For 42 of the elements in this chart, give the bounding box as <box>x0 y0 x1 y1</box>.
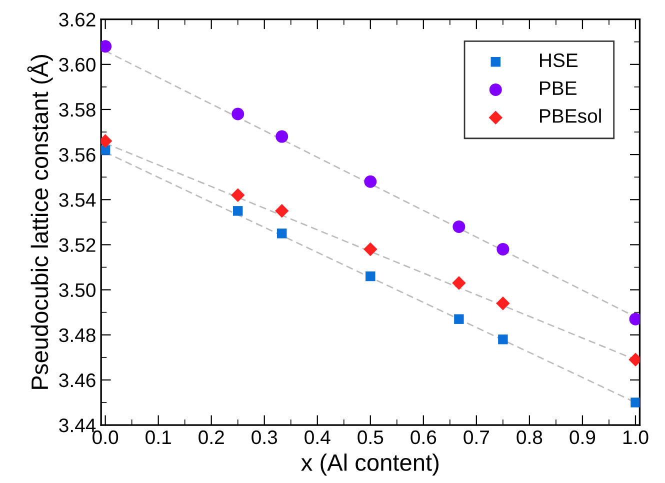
x-tick-label: 0.1 <box>146 430 171 444</box>
y-tick-label: 3.44 <box>59 418 96 432</box>
y-axis-title: Pseudocubic lattice constant (Å) <box>27 54 53 389</box>
x-tick-label: 0.2 <box>198 430 224 444</box>
x-tick-label: 0.4 <box>304 430 330 444</box>
point <box>232 108 244 120</box>
point <box>276 130 288 143</box>
legend-label: PBE <box>540 81 576 95</box>
x-tick-label: 0.3 <box>252 430 278 444</box>
y-tick-label: 3.52 <box>59 238 96 252</box>
point <box>233 206 243 216</box>
point <box>452 276 466 290</box>
y-tick-label: 3.58 <box>59 102 96 117</box>
point <box>274 204 289 218</box>
point <box>454 314 464 324</box>
y-tick-label: 3.48 <box>59 328 96 342</box>
x-tick-label: 0.9 <box>570 430 596 444</box>
x-axis-title: x (Al content) <box>301 454 438 476</box>
x-tick-label: 0.6 <box>410 430 436 444</box>
point <box>630 398 640 408</box>
y-tick-label: 3.60 <box>59 58 96 72</box>
point <box>496 242 510 256</box>
x-tick-label: 0.0 <box>92 430 118 444</box>
y-tick-label: 3.62 <box>59 12 96 27</box>
y-tick-label: 3.50 <box>59 283 96 298</box>
x-tick-label: 0.5 <box>358 430 384 444</box>
y-tick-label: 3.54 <box>59 193 96 207</box>
point <box>496 296 510 310</box>
point <box>364 242 378 256</box>
point <box>364 175 377 188</box>
point <box>277 228 287 238</box>
y-tick-label: 3.46 <box>59 373 96 388</box>
point <box>498 334 508 344</box>
x-tick-label: 0.7 <box>464 430 489 444</box>
legend-label: HSE <box>540 53 578 68</box>
point <box>452 220 466 233</box>
x-tick-label: 0.8 <box>516 430 542 444</box>
y-tick-label: 3.56 <box>59 148 96 162</box>
point <box>230 188 245 202</box>
legend-label: PBEsol <box>540 108 601 123</box>
point <box>366 271 376 282</box>
x-tick-label: 1.0 <box>623 430 648 444</box>
